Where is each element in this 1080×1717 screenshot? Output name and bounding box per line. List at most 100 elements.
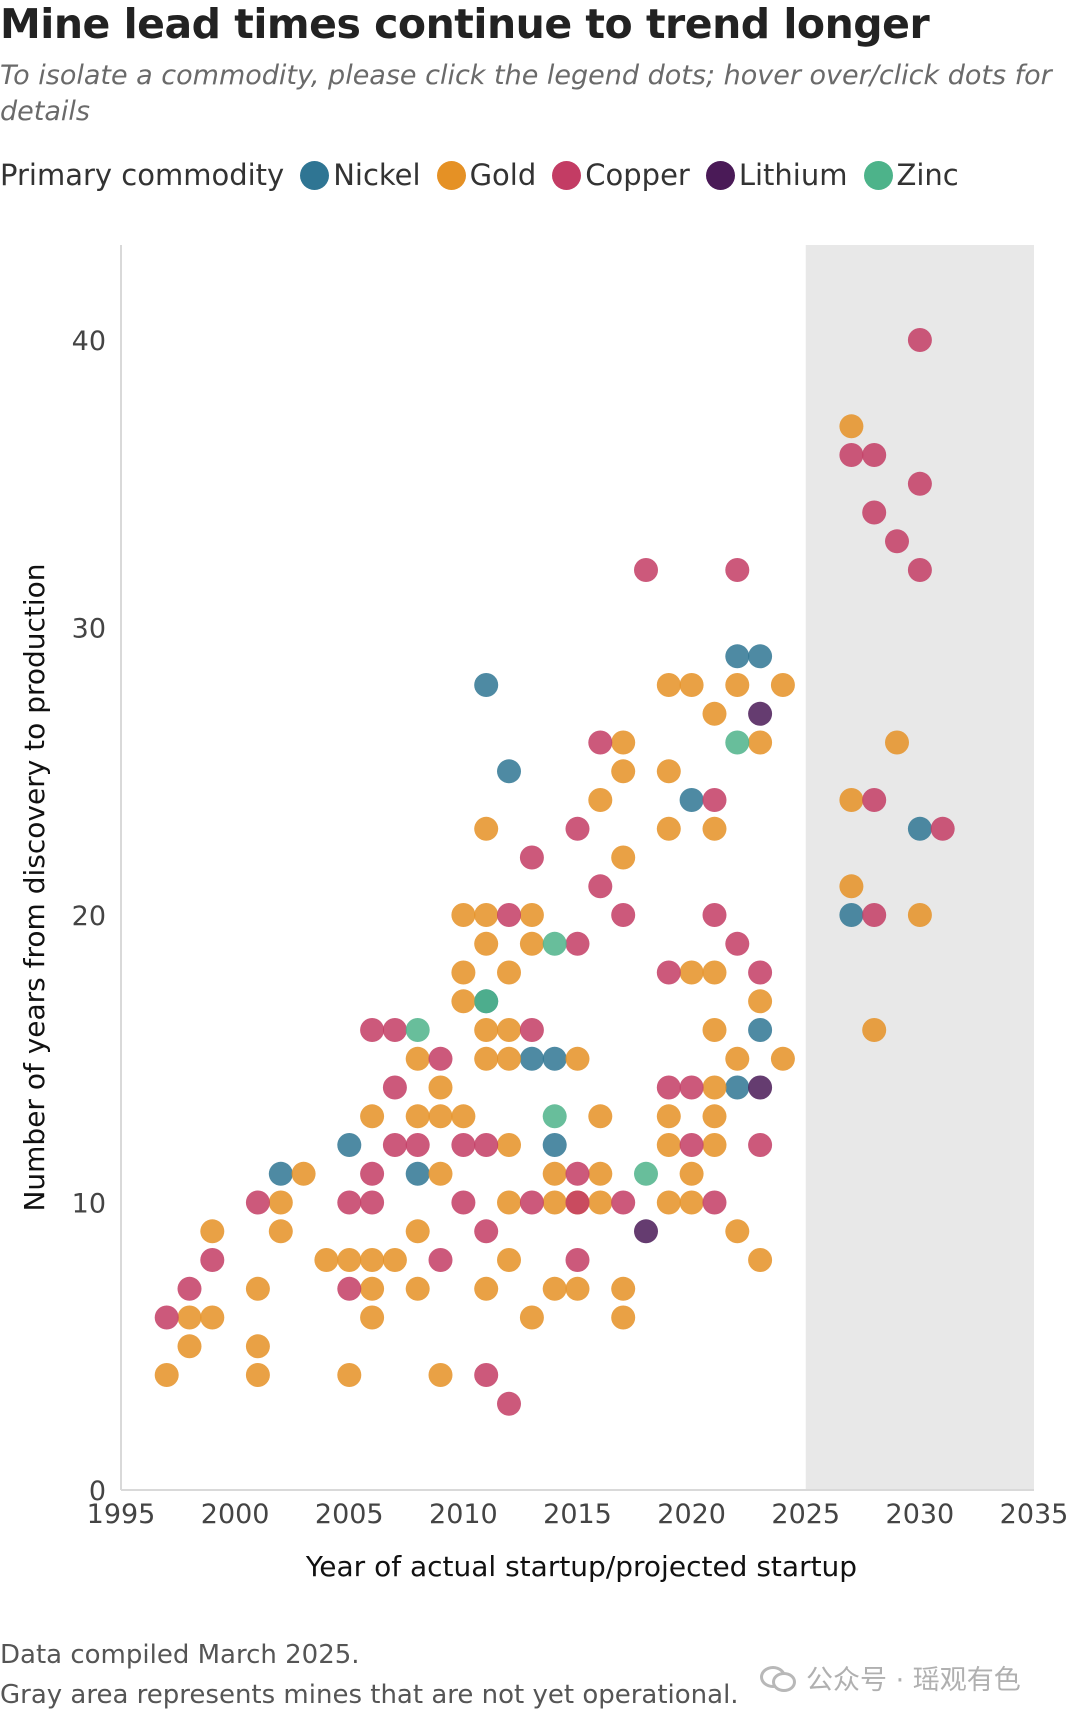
- point-gold[interactable]: [405, 1219, 430, 1244]
- point-gold[interactable]: [474, 1046, 499, 1071]
- point-gold[interactable]: [565, 1276, 590, 1301]
- point-gold[interactable]: [405, 1276, 430, 1301]
- point-nickel[interactable]: [474, 673, 499, 697]
- point-gold[interactable]: [542, 1276, 567, 1301]
- point-gold[interactable]: [428, 1161, 453, 1186]
- point-copper[interactable]: [474, 1133, 499, 1157]
- point-gold[interactable]: [611, 1276, 636, 1301]
- point-gold[interactable]: [360, 1305, 385, 1330]
- point-gold[interactable]: [405, 1104, 430, 1129]
- point-gold[interactable]: [839, 874, 864, 899]
- point-gold[interactable]: [656, 1133, 681, 1157]
- point-gold[interactable]: [497, 1018, 521, 1042]
- point-gold[interactable]: [497, 1133, 521, 1157]
- point-copper[interactable]: [679, 1133, 704, 1157]
- point-copper[interactable]: [154, 1305, 179, 1330]
- point-copper[interactable]: [519, 1190, 544, 1215]
- point-nickel[interactable]: [542, 1046, 567, 1071]
- point-gold[interactable]: [702, 701, 727, 726]
- point-gold[interactable]: [770, 1046, 795, 1071]
- point-gold[interactable]: [748, 1248, 773, 1272]
- point-nickel[interactable]: [725, 1075, 750, 1100]
- legend-text-lithium[interactable]: Lithium: [738, 158, 848, 192]
- point-gold[interactable]: [770, 673, 795, 697]
- point-copper[interactable]: [382, 1018, 407, 1042]
- point-gold[interactable]: [291, 1161, 316, 1186]
- point-gold[interactable]: [474, 931, 499, 956]
- point-gold[interactable]: [314, 1248, 339, 1272]
- point-gold[interactable]: [519, 903, 544, 927]
- legend-text-zinc[interactable]: Zinc: [896, 158, 959, 192]
- point-copper[interactable]: [702, 1190, 727, 1215]
- point-copper[interactable]: [656, 1075, 681, 1100]
- point-gold[interactable]: [679, 1161, 704, 1186]
- point-gold[interactable]: [656, 1190, 681, 1215]
- point-copper[interactable]: [565, 1190, 590, 1215]
- point-nickel[interactable]: [679, 788, 704, 812]
- point-lithium[interactable]: [748, 1075, 773, 1100]
- point-copper[interactable]: [245, 1190, 270, 1215]
- legend-text-gold[interactable]: Gold: [469, 158, 537, 192]
- point-copper[interactable]: [930, 816, 955, 841]
- point-gold[interactable]: [451, 989, 476, 1014]
- point-gold[interactable]: [474, 1018, 499, 1042]
- point-gold[interactable]: [565, 1046, 590, 1071]
- point-gold[interactable]: [588, 1161, 613, 1186]
- point-zinc[interactable]: [542, 931, 567, 956]
- point-lithium[interactable]: [748, 701, 773, 726]
- point-gold[interactable]: [474, 816, 499, 841]
- point-copper[interactable]: [907, 471, 932, 496]
- legend-dot-lithium[interactable]: [705, 160, 735, 190]
- point-gold[interactable]: [360, 1276, 385, 1301]
- point-gold[interactable]: [725, 1219, 750, 1244]
- point-copper[interactable]: [702, 903, 727, 927]
- point-nickel[interactable]: [748, 1018, 773, 1042]
- point-gold[interactable]: [702, 1075, 727, 1100]
- point-copper[interactable]: [337, 1190, 362, 1215]
- point-gold[interactable]: [474, 1276, 499, 1301]
- point-gold[interactable]: [679, 1190, 704, 1215]
- point-gold[interactable]: [451, 960, 476, 985]
- point-copper[interactable]: [679, 1075, 704, 1100]
- point-gold[interactable]: [268, 1219, 293, 1244]
- point-gold[interactable]: [428, 1075, 453, 1100]
- point-copper[interactable]: [862, 443, 887, 467]
- legend-dot-nickel[interactable]: [300, 160, 330, 190]
- point-zinc[interactable]: [542, 1104, 567, 1129]
- point-copper[interactable]: [337, 1276, 362, 1301]
- point-gold[interactable]: [725, 1046, 750, 1071]
- point-gold[interactable]: [497, 1046, 521, 1071]
- point-copper[interactable]: [862, 903, 887, 927]
- point-gold[interactable]: [177, 1334, 202, 1359]
- legend-item-nickel[interactable]: Nickel: [300, 158, 421, 192]
- point-copper[interactable]: [428, 1248, 453, 1272]
- point-gold[interactable]: [748, 989, 773, 1014]
- point-gold[interactable]: [588, 1190, 613, 1215]
- point-copper[interactable]: [360, 1190, 385, 1215]
- legend-dot-zinc[interactable]: [863, 160, 893, 190]
- point-gold[interactable]: [679, 673, 704, 697]
- point-copper[interactable]: [428, 1046, 453, 1071]
- point-copper[interactable]: [382, 1133, 407, 1157]
- point-copper[interactable]: [588, 874, 613, 899]
- point-gold[interactable]: [611, 845, 636, 870]
- point-nickel[interactable]: [748, 644, 773, 669]
- legend-text-copper[interactable]: Copper: [585, 158, 690, 192]
- point-copper[interactable]: [474, 1219, 499, 1244]
- point-gold[interactable]: [245, 1334, 270, 1359]
- point-copper[interactable]: [451, 1190, 476, 1215]
- point-copper[interactable]: [702, 788, 727, 812]
- point-copper[interactable]: [588, 730, 613, 755]
- point-copper[interactable]: [725, 558, 750, 582]
- point-copper[interactable]: [748, 960, 773, 985]
- point-copper[interactable]: [519, 845, 544, 870]
- point-gold[interactable]: [656, 1104, 681, 1129]
- point-copper[interactable]: [519, 1018, 544, 1042]
- point-gold[interactable]: [497, 960, 521, 985]
- point-copper[interactable]: [360, 1161, 385, 1186]
- point-gold[interactable]: [200, 1219, 225, 1244]
- point-gold[interactable]: [702, 1018, 727, 1042]
- point-copper[interactable]: [885, 529, 909, 554]
- legend-item-gold[interactable]: Gold: [436, 158, 537, 192]
- point-gold[interactable]: [702, 1104, 727, 1129]
